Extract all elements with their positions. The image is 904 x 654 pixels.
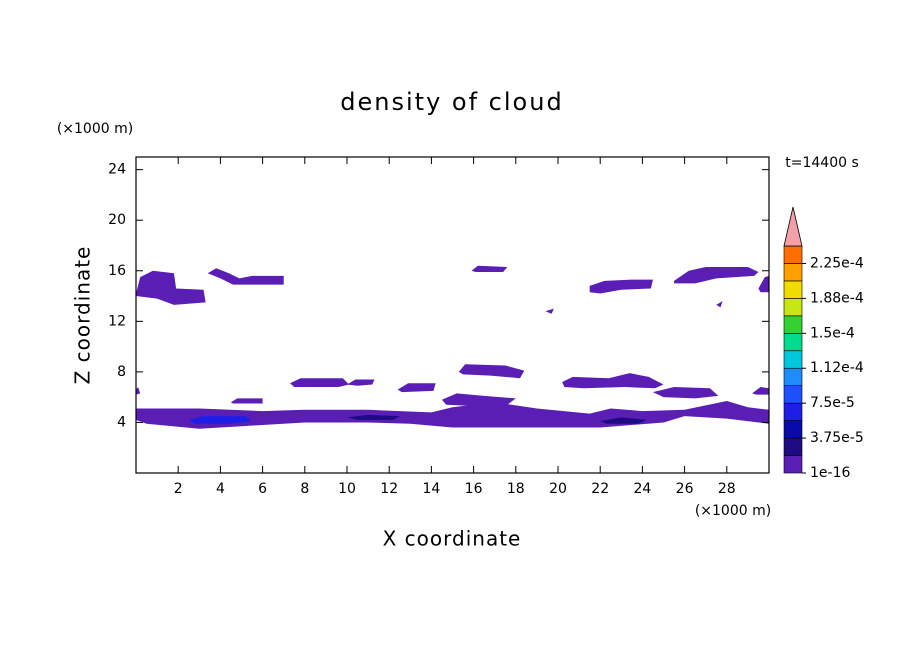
cloud-region	[752, 387, 769, 395]
cloud-region	[347, 379, 375, 386]
x-tick-label: 18	[507, 481, 525, 497]
colorbar-band	[783, 350, 803, 369]
colorbar-band	[783, 367, 803, 386]
y-tick-label: 20	[108, 212, 126, 228]
cloud-region	[600, 417, 647, 424]
cloud-region	[188, 416, 253, 424]
colorbar-tick-label: 2.25e-4	[810, 255, 864, 271]
x-tick-label: 14	[422, 481, 440, 497]
x-tick-label: 26	[676, 481, 694, 497]
colorbar-band	[783, 333, 803, 352]
colorbar-tick-label: 7.5e-5	[810, 395, 855, 411]
colorbar-band	[783, 420, 803, 439]
y-axis-label: Z coordinate	[71, 246, 95, 385]
y-unit: (×1000 m)	[57, 121, 133, 137]
colorbar-tick-label: 3.75e-5	[810, 430, 864, 446]
colorbar-band	[783, 245, 803, 264]
colorbar-extend	[783, 206, 803, 247]
cloud-region	[397, 383, 436, 393]
y-tick-label: 16	[108, 263, 126, 279]
y-tick-label: 8	[117, 364, 126, 380]
x-axis-label: X coordinate	[383, 527, 522, 551]
colorbar-tick-label: 1.88e-4	[810, 290, 864, 306]
cloud-region	[136, 270, 206, 305]
cloud-region	[652, 387, 719, 399]
y-tick-label: 4	[117, 414, 126, 430]
cloud-region	[589, 279, 653, 294]
cloud-region	[136, 400, 769, 429]
colorbar-band	[783, 455, 803, 474]
y-tick-label: 12	[108, 313, 126, 329]
x-tick-label: 12	[380, 481, 398, 497]
colorbar-band	[783, 298, 803, 317]
x-tick-label: 10	[338, 481, 356, 497]
y-tick-label: 24	[108, 162, 126, 178]
colorbar-band	[783, 437, 803, 456]
cloud-region	[545, 308, 554, 314]
cloud-region	[458, 364, 525, 379]
colorbar-tick-label: 1.12e-4	[810, 360, 864, 376]
time-label: t=14400 s	[785, 155, 859, 171]
cloud-region	[136, 387, 141, 395]
x-tick-label: 24	[633, 481, 651, 497]
x-unit: (×1000 m)	[695, 503, 771, 519]
x-tick-label: 4	[216, 481, 225, 497]
x-tick-label: 8	[300, 481, 309, 497]
colorbar-band	[783, 402, 803, 421]
cloud-region	[716, 301, 723, 308]
colorbar-band	[783, 315, 803, 334]
cloud-region	[207, 268, 284, 285]
x-tick-label: 16	[465, 481, 483, 497]
cloud-region	[674, 266, 759, 284]
x-tick-label: 20	[549, 481, 567, 497]
x-tick-label: 22	[591, 481, 609, 497]
colorbar-tick-label: 1e-16	[810, 465, 850, 481]
cloud-region	[230, 398, 263, 404]
x-tick-label: 6	[258, 481, 267, 497]
colorbar-band	[783, 280, 803, 299]
x-tick-label: 28	[718, 481, 736, 497]
cloud-region	[471, 265, 508, 273]
colorbar-band	[783, 263, 803, 282]
cloud-region	[347, 414, 400, 420]
cloud-region	[562, 373, 664, 389]
plot-frame	[135, 156, 770, 474]
colorbar-tick-label: 1.5e-4	[810, 325, 855, 341]
cloud-region	[290, 378, 350, 388]
colorbar-band	[783, 385, 803, 404]
chart-title: density of cloud	[340, 88, 563, 116]
cloud-region	[758, 275, 769, 293]
x-tick-label: 2	[174, 481, 183, 497]
